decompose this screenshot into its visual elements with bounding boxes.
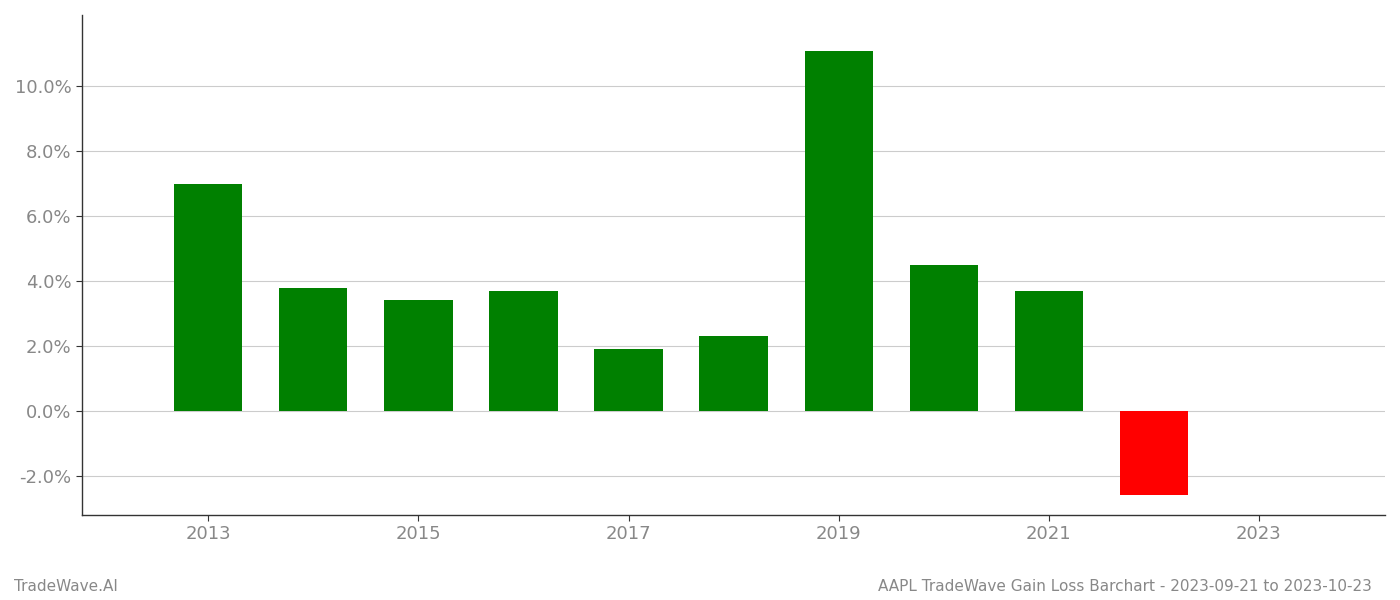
Bar bbox=[490, 291, 557, 411]
Bar bbox=[279, 287, 347, 411]
Bar bbox=[1015, 291, 1084, 411]
Bar bbox=[174, 184, 242, 411]
Bar bbox=[595, 349, 662, 411]
Bar bbox=[1120, 411, 1189, 495]
Text: AAPL TradeWave Gain Loss Barchart - 2023-09-21 to 2023-10-23: AAPL TradeWave Gain Loss Barchart - 2023… bbox=[878, 579, 1372, 594]
Bar bbox=[700, 336, 767, 411]
Text: TradeWave.AI: TradeWave.AI bbox=[14, 579, 118, 594]
Bar bbox=[910, 265, 977, 411]
Bar bbox=[805, 50, 872, 411]
Bar bbox=[384, 301, 452, 411]
